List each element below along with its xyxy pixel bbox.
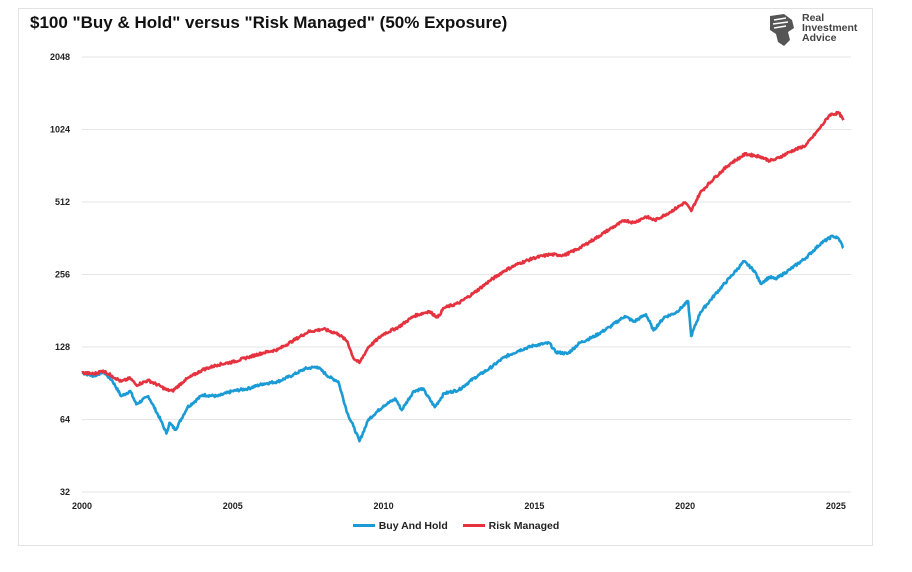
legend-item-risk-managed: Risk Managed — [462, 519, 560, 532]
y-tick-label: 256 — [55, 270, 70, 280]
legend-item-buy-and-hold: Buy And Hold — [352, 519, 448, 532]
legend: Buy And Hold Risk Managed — [0, 518, 912, 532]
x-tick-label: 2005 — [223, 501, 243, 511]
chart-title: $100 "Buy & Hold" versus "Risk Managed" … — [30, 13, 508, 32]
logo-text: Real Investment Advice — [802, 12, 858, 44]
x-tick-label: 2010 — [374, 501, 394, 511]
gridlines — [82, 56, 851, 493]
y-tick-label: 512 — [55, 197, 70, 207]
logo-line-2: Investment — [802, 22, 858, 34]
y-tick-label: 128 — [55, 342, 70, 352]
x-tick-label: 2000 — [72, 501, 92, 511]
legend-swatch-risk-managed — [462, 524, 485, 527]
legend-label-risk-managed: Risk Managed — [488, 519, 560, 532]
brand-logo: Real Investment Advice — [764, 12, 864, 48]
lion-head-icon — [770, 14, 794, 46]
y-tick-label: 2048 — [50, 52, 70, 62]
y-tick-label: 1024 — [50, 125, 70, 135]
y-tick-label: 32 — [60, 487, 70, 497]
logo-line-3: Advice — [802, 32, 837, 44]
legend-swatch-buy-and-hold — [352, 524, 375, 527]
series-line-buy-and-hold — [81, 234, 845, 443]
y-tick-label: 64 — [60, 415, 70, 425]
logo-line-1: Real — [802, 12, 825, 24]
x-tick-label: 2020 — [675, 501, 695, 511]
x-tick-label: 2015 — [524, 501, 544, 511]
series-lines — [81, 110, 845, 443]
legend-label-buy-and-hold: Buy And Hold — [378, 519, 448, 532]
series-line-risk-managed — [81, 110, 845, 393]
y-axis-ticks: 32 64 128 256 512 1024 2048 — [50, 52, 70, 497]
x-tick-label: 2025 — [826, 501, 846, 511]
x-axis-ticks: 2000 2005 2010 2015 2020 2025 — [72, 501, 846, 511]
